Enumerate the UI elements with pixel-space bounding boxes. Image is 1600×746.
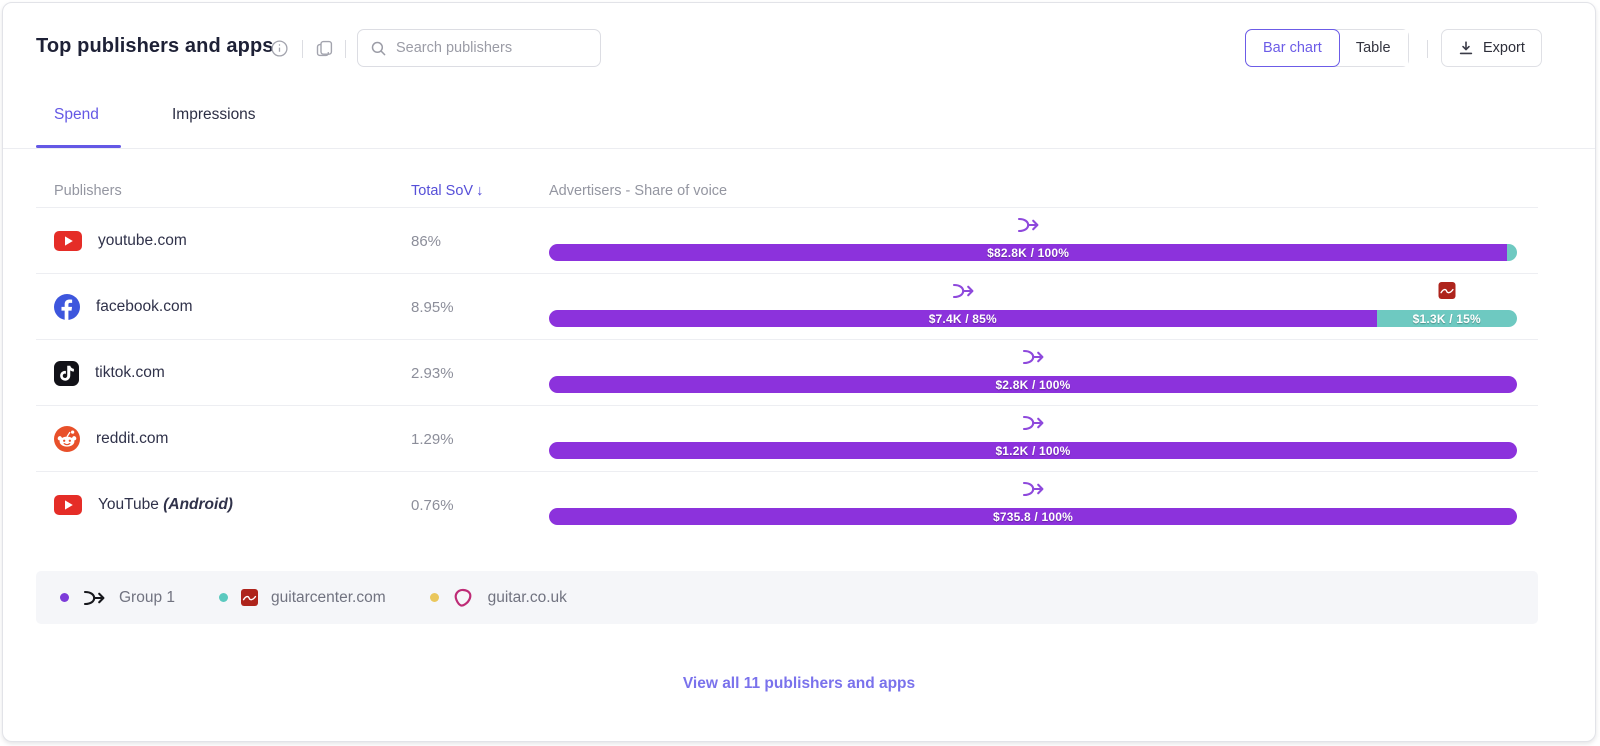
- table-row: youtube.com 86% $82.8K / 100%: [36, 208, 1538, 274]
- legend-color-dot: [60, 593, 69, 602]
- legend-item[interactable]: guitar.co.uk: [429, 586, 567, 609]
- sov-bar-segment-label: $2.8K / 100%: [995, 377, 1071, 392]
- tab-impressions[interactable]: Impressions: [172, 106, 256, 123]
- table-row: facebook.com 8.95% $7.4K / 85% $1.3K / 15%: [36, 274, 1538, 340]
- sov-bar: $82.8K / 100%: [549, 244, 1517, 261]
- table-row: YouTube (Android) 0.76% $735.8 / 100%: [36, 472, 1538, 538]
- sov-bar-segment-label: $82.8K / 100%: [987, 245, 1070, 260]
- sov-bar-segment-label: $1.2K / 100%: [995, 443, 1071, 458]
- tabs-divider: [3, 148, 1595, 149]
- legend-color-dot: [219, 593, 229, 602]
- publisher-cell: YouTube (Android): [54, 472, 411, 538]
- publisher-cell: reddit.com: [54, 406, 411, 472]
- info-icon[interactable]: [271, 40, 288, 57]
- column-header-total-sov[interactable]: Total SoV ↓: [411, 183, 483, 199]
- sov-bar-segment[interactable]: $1.2K / 100%: [549, 442, 1517, 459]
- facebook-icon: [54, 294, 80, 320]
- search-icon: [370, 40, 387, 57]
- chart-legend: Group 1 guitarcenter.com guitar.co.uk: [36, 571, 1538, 624]
- legend-label: guitar.co.uk: [487, 588, 567, 606]
- group1-arrow-icon: [1021, 348, 1045, 366]
- sov-bar-segment[interactable]: $735.8 / 100%: [549, 508, 1517, 525]
- sov-bar-cell: $7.4K / 85% $1.3K / 15%: [549, 274, 1517, 340]
- group1-arrow-icon: [1021, 414, 1045, 432]
- header-divider: [302, 40, 303, 58]
- tiktok-icon: [54, 360, 79, 386]
- sov-bar-cell: $1.2K / 100%: [549, 406, 1517, 472]
- publisher-name: tiktok.com: [95, 364, 165, 381]
- legend-label: Group 1: [119, 588, 176, 606]
- active-tab-underline: [36, 145, 121, 148]
- column-header-publishers: Publishers: [54, 183, 122, 199]
- export-download-icon: [1458, 40, 1474, 56]
- sov-bar-cell: $735.8 / 100%: [549, 472, 1517, 538]
- group1-arrow-icon: [1016, 216, 1040, 234]
- sov-bar-segment-label: $1.3K / 15%: [1412, 311, 1481, 326]
- sort-desc-icon: ↓: [476, 183, 484, 199]
- group1-arrow-icon: [951, 282, 975, 300]
- sov-bar-segment[interactable]: $7.4K / 85%: [549, 310, 1377, 327]
- legend-item[interactable]: guitarcenter.com: [219, 589, 386, 607]
- legend-item[interactable]: Group 1: [60, 589, 175, 607]
- header-divider: [345, 40, 346, 58]
- total-sov-value: 8.95%: [411, 298, 454, 316]
- publisher-name: reddit.com: [96, 430, 169, 447]
- sov-bar-segment[interactable]: $2.8K / 100%: [549, 376, 1517, 393]
- sov-bar: $1.2K / 100%: [549, 442, 1517, 459]
- total-sov-value: 1.29%: [411, 430, 454, 448]
- export-button[interactable]: Export: [1441, 29, 1542, 67]
- sov-bar-segment-label: $7.4K / 85%: [928, 311, 997, 326]
- sov-bar-cell: $82.8K / 100%: [549, 208, 1517, 274]
- total-sov-label: Total SoV: [411, 183, 474, 199]
- guitarcenter-icon: [241, 589, 259, 606]
- group1-arrow-icon: [82, 589, 106, 607]
- sov-bar-segment[interactable]: $82.8K / 100%: [549, 244, 1508, 261]
- publishers-table: youtube.com 86% $82.8K / 100% facebook.com 8…: [36, 208, 1538, 538]
- header-divider: [1427, 40, 1428, 58]
- sov-bar-segment[interactable]: [1507, 244, 1517, 261]
- bar-chart-toggle-button[interactable]: Bar chart: [1245, 29, 1340, 67]
- publisher-name-suffix: (Android): [158, 496, 233, 513]
- column-header-divider: [36, 207, 1538, 208]
- publisher-cell: tiktok.com: [54, 340, 411, 406]
- table-row: tiktok.com 2.93% $2.8K / 100%: [36, 340, 1538, 406]
- table-row: reddit.com 1.29% $1.2K / 100%: [36, 406, 1538, 472]
- total-sov-value: 0.76%: [411, 496, 454, 514]
- publisher-name: YouTube (Android): [98, 496, 233, 513]
- sov-bar-segment-label: $735.8 / 100%: [993, 509, 1073, 524]
- reddit-icon: [54, 426, 80, 452]
- youtube-icon: [54, 231, 82, 251]
- search-box: [357, 29, 601, 67]
- footer: View all 11 publishers and apps: [3, 675, 1595, 693]
- copy-icon[interactable]: [315, 39, 334, 58]
- table-toggle-button[interactable]: Table: [1338, 30, 1408, 66]
- publisher-name: youtube.com: [98, 232, 187, 249]
- plectrum-icon: [452, 586, 475, 609]
- search-input[interactable]: [396, 40, 588, 56]
- legend-color-dot: [429, 593, 439, 602]
- view-all-link[interactable]: View all 11 publishers and apps: [682, 675, 916, 692]
- tab-spend[interactable]: Spend: [54, 106, 99, 123]
- guitarcenter-icon: [1438, 282, 1456, 299]
- view-toggle: Bar chart Table: [1245, 29, 1409, 67]
- sov-bar: $2.8K / 100%: [549, 376, 1517, 393]
- sov-bar: $7.4K / 85% $1.3K / 15%: [549, 310, 1517, 327]
- page-title: Top publishers and apps: [36, 35, 274, 57]
- publisher-cell: youtube.com: [54, 208, 411, 274]
- publisher-name: facebook.com: [96, 298, 193, 315]
- export-label: Export: [1483, 40, 1525, 56]
- sov-bar-segment[interactable]: $1.3K / 15%: [1376, 310, 1517, 327]
- sov-bar-cell: $2.8K / 100%: [549, 340, 1517, 406]
- legend-label: guitarcenter.com: [271, 588, 386, 606]
- total-sov-value: 86%: [411, 232, 442, 250]
- total-sov-value: 2.93%: [411, 364, 454, 382]
- sov-bar: $735.8 / 100%: [549, 508, 1517, 525]
- youtube-icon: [54, 495, 82, 515]
- group1-arrow-icon: [1021, 480, 1045, 498]
- column-header-advertisers: Advertisers - Share of voice: [549, 183, 728, 199]
- publisher-cell: facebook.com: [54, 274, 411, 340]
